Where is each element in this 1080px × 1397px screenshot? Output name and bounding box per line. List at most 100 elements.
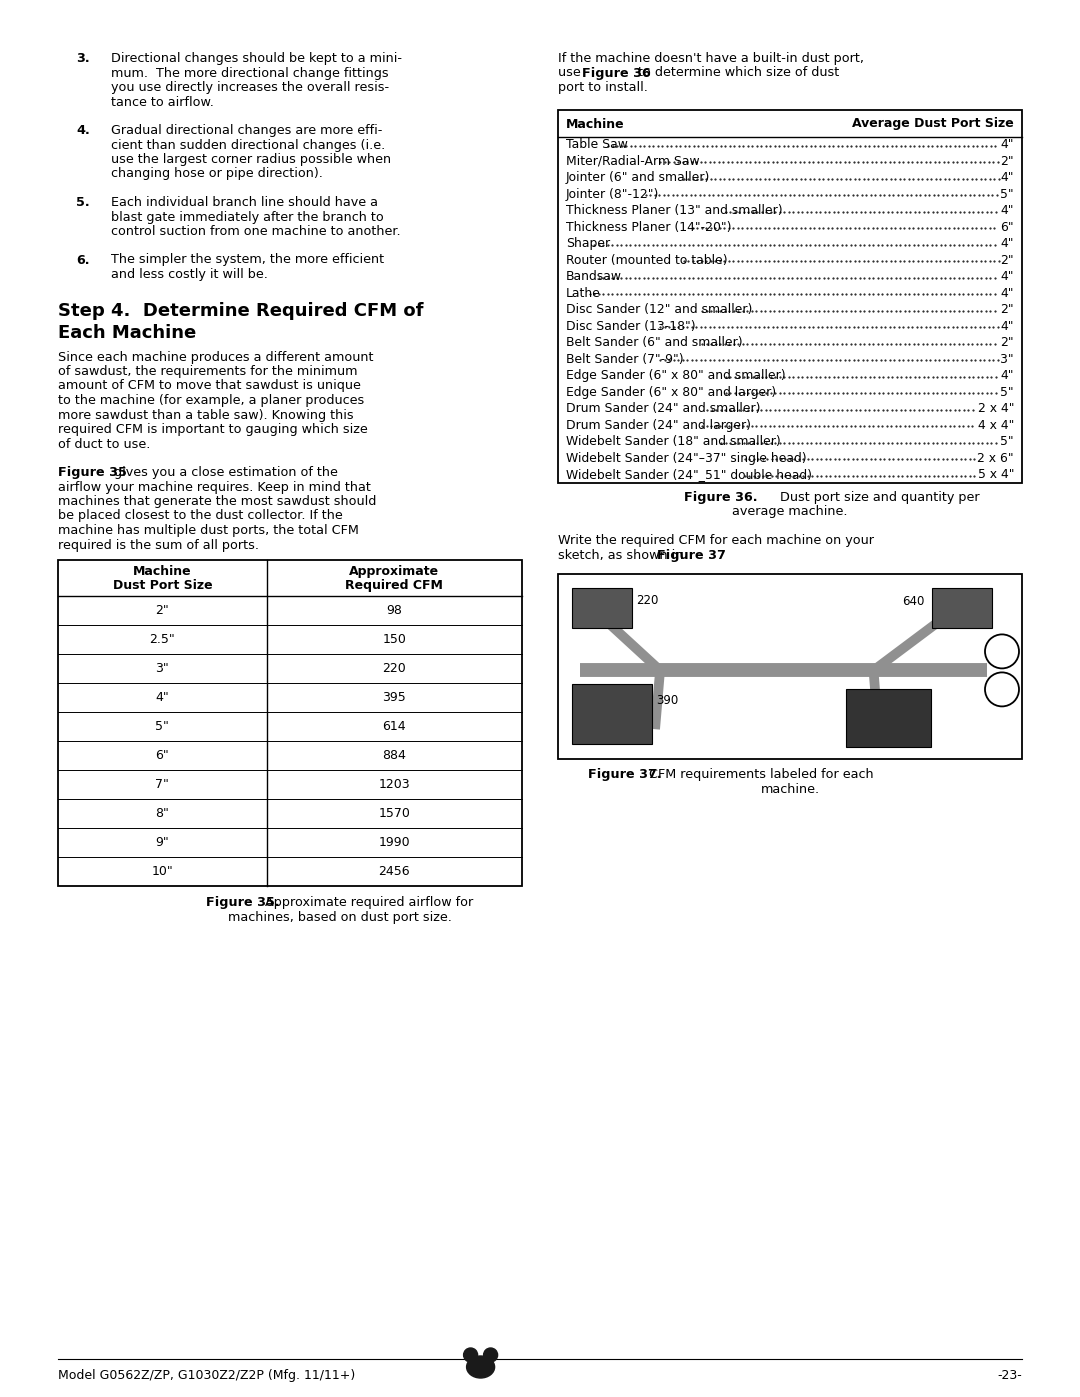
Text: 2": 2" xyxy=(1000,254,1014,267)
Text: Model G0562Z/ZP, G1030Z2/Z2P (Mfg. 11/11+): Model G0562Z/ZP, G1030Z2/Z2P (Mfg. 11/11… xyxy=(58,1369,355,1382)
Text: The simpler the system, the more efficient: The simpler the system, the more efficie… xyxy=(111,253,384,267)
Text: 2 x 4": 2 x 4" xyxy=(977,402,1014,415)
Text: Figure 37.: Figure 37. xyxy=(588,768,662,781)
Text: 220: 220 xyxy=(382,662,406,675)
Text: Edge Sander (6" x 80" and larger): Edge Sander (6" x 80" and larger) xyxy=(566,386,780,398)
Text: 884: 884 xyxy=(382,749,406,761)
Text: 614: 614 xyxy=(382,719,406,733)
Text: 2": 2" xyxy=(1000,303,1014,316)
Text: Jointer (8"-12"): Jointer (8"-12") xyxy=(566,187,663,201)
Text: changing hose or pipe direction).: changing hose or pipe direction). xyxy=(111,168,323,180)
Text: 4.: 4. xyxy=(76,124,90,137)
Text: 5 x 4": 5 x 4" xyxy=(977,468,1014,481)
Text: 5": 5" xyxy=(156,719,170,733)
Text: 150: 150 xyxy=(382,633,406,645)
Text: 6.: 6. xyxy=(76,253,90,267)
Text: Figure 36: Figure 36 xyxy=(582,67,651,80)
Text: .: . xyxy=(708,549,712,562)
Text: 4 x 4": 4 x 4" xyxy=(977,419,1014,432)
Text: 4": 4" xyxy=(1000,138,1014,151)
Text: more sawdust than a table saw). Knowing this: more sawdust than a table saw). Knowing … xyxy=(58,408,353,422)
Text: -23-: -23- xyxy=(997,1369,1022,1382)
Text: Approximate required airflow for: Approximate required airflow for xyxy=(261,895,474,909)
Text: of sawdust, the requirements for the minimum: of sawdust, the requirements for the min… xyxy=(58,365,357,379)
Text: 2 x 6": 2 x 6" xyxy=(977,451,1014,465)
Text: CFM requirements labeled for each: CFM requirements labeled for each xyxy=(645,768,874,781)
Text: Widebelt Sander (18" and smaller): Widebelt Sander (18" and smaller) xyxy=(566,436,781,448)
Text: 3": 3" xyxy=(156,662,170,675)
Text: to the machine (for example, a planer produces: to the machine (for example, a planer pr… xyxy=(58,394,364,407)
Text: machine.: machine. xyxy=(760,782,820,796)
Text: 1203: 1203 xyxy=(379,778,410,791)
Text: Dust port size and quantity per: Dust port size and quantity per xyxy=(777,490,980,504)
Text: 6": 6" xyxy=(156,749,170,761)
Text: use: use xyxy=(558,67,584,80)
Text: 5": 5" xyxy=(1000,436,1014,448)
Text: Widebelt Sander (24"_51" double head): Widebelt Sander (24"_51" double head) xyxy=(566,468,815,481)
Text: Disc Sander (12" and smaller): Disc Sander (12" and smaller) xyxy=(566,303,753,316)
Text: Each individual branch line should have a: Each individual branch line should have … xyxy=(111,196,378,210)
Ellipse shape xyxy=(467,1356,495,1377)
Text: 5": 5" xyxy=(1000,386,1014,398)
Text: 390: 390 xyxy=(656,694,678,707)
Text: Widebelt Sander (24"–37" single head): Widebelt Sander (24"–37" single head) xyxy=(566,451,810,465)
Text: 5": 5" xyxy=(1000,187,1014,201)
Text: Shaper: Shaper xyxy=(566,237,610,250)
Text: Thickness Planer (14"-20"): Thickness Planer (14"-20") xyxy=(566,221,735,233)
Text: 3": 3" xyxy=(1000,353,1014,366)
Text: 9": 9" xyxy=(156,835,170,849)
Text: 4": 4" xyxy=(1000,369,1014,383)
Text: Edge Sander (6" x 80" and smaller): Edge Sander (6" x 80" and smaller) xyxy=(566,369,785,383)
Text: blast gate immediately after the branch to: blast gate immediately after the branch … xyxy=(111,211,384,224)
Text: 5.: 5. xyxy=(76,196,90,210)
Text: Drum Sander (24" and larger): Drum Sander (24" and larger) xyxy=(566,419,755,432)
Text: amount of CFM to move that sawdust is unique: amount of CFM to move that sawdust is un… xyxy=(58,380,361,393)
Text: Router (mounted to table): Router (mounted to table) xyxy=(566,254,728,267)
Text: 395: 395 xyxy=(382,692,406,704)
Text: you use directly increases the overall resis-: you use directly increases the overall r… xyxy=(111,81,390,94)
Text: Table Saw: Table Saw xyxy=(566,138,627,151)
Text: Thickness Planer (13" and smaller): Thickness Planer (13" and smaller) xyxy=(566,204,783,218)
Text: Approximate: Approximate xyxy=(349,564,440,578)
Bar xyxy=(932,588,993,629)
Text: 2": 2" xyxy=(1000,155,1014,168)
Text: Belt Sander (7"-9"): Belt Sander (7"-9") xyxy=(566,353,688,366)
Text: mum.  The more directional change fittings: mum. The more directional change fitting… xyxy=(111,67,389,80)
Text: control suction from one machine to another.: control suction from one machine to anot… xyxy=(111,225,401,237)
Text: Figure 35: Figure 35 xyxy=(58,467,126,479)
Text: 2.5": 2.5" xyxy=(149,633,175,645)
Text: 4": 4" xyxy=(1000,286,1014,300)
Text: Average Dust Port Size: Average Dust Port Size xyxy=(852,117,1014,130)
Text: gives you a close estimation of the: gives you a close estimation of the xyxy=(110,467,338,479)
Text: 4": 4" xyxy=(156,692,170,704)
Text: 220: 220 xyxy=(636,594,659,608)
Text: Required CFM: Required CFM xyxy=(346,578,443,592)
Text: Each Machine: Each Machine xyxy=(58,324,197,341)
Text: 1990: 1990 xyxy=(379,835,410,849)
Text: 98: 98 xyxy=(387,604,403,617)
Text: Figure 37: Figure 37 xyxy=(657,549,726,562)
Text: 550: 550 xyxy=(851,703,873,717)
Text: machines, based on dust port size.: machines, based on dust port size. xyxy=(229,911,453,923)
Text: Drum Sander (24" and smaller): Drum Sander (24" and smaller) xyxy=(566,402,765,415)
Text: Figure 35.: Figure 35. xyxy=(206,895,280,909)
Text: Since each machine produces a different amount: Since each machine produces a different … xyxy=(58,351,374,363)
Text: Dust Port Size: Dust Port Size xyxy=(112,578,212,592)
Text: and less costly it will be.: and less costly it will be. xyxy=(111,268,268,281)
Text: 4": 4" xyxy=(1000,270,1014,284)
Bar xyxy=(846,689,931,747)
Text: be placed closest to the dust collector. If the: be placed closest to the dust collector.… xyxy=(58,510,342,522)
Text: average machine.: average machine. xyxy=(732,506,848,518)
Text: Disc Sander (13-18"): Disc Sander (13-18") xyxy=(566,320,696,332)
Bar xyxy=(558,109,1022,483)
Text: machine has multiple dust ports, the total CFM: machine has multiple dust ports, the tot… xyxy=(58,524,359,536)
Text: 4": 4" xyxy=(1000,172,1014,184)
Bar xyxy=(58,560,522,886)
Circle shape xyxy=(463,1348,477,1362)
Text: Machine: Machine xyxy=(133,564,192,578)
Text: If the machine doesn't have a built-in dust port,: If the machine doesn't have a built-in d… xyxy=(558,52,864,66)
Text: Gradual directional changes are more effi-: Gradual directional changes are more eff… xyxy=(111,124,382,137)
Text: required is the sum of all ports.: required is the sum of all ports. xyxy=(58,538,259,552)
Text: Lathe: Lathe xyxy=(566,286,600,300)
Text: 7": 7" xyxy=(156,778,170,791)
